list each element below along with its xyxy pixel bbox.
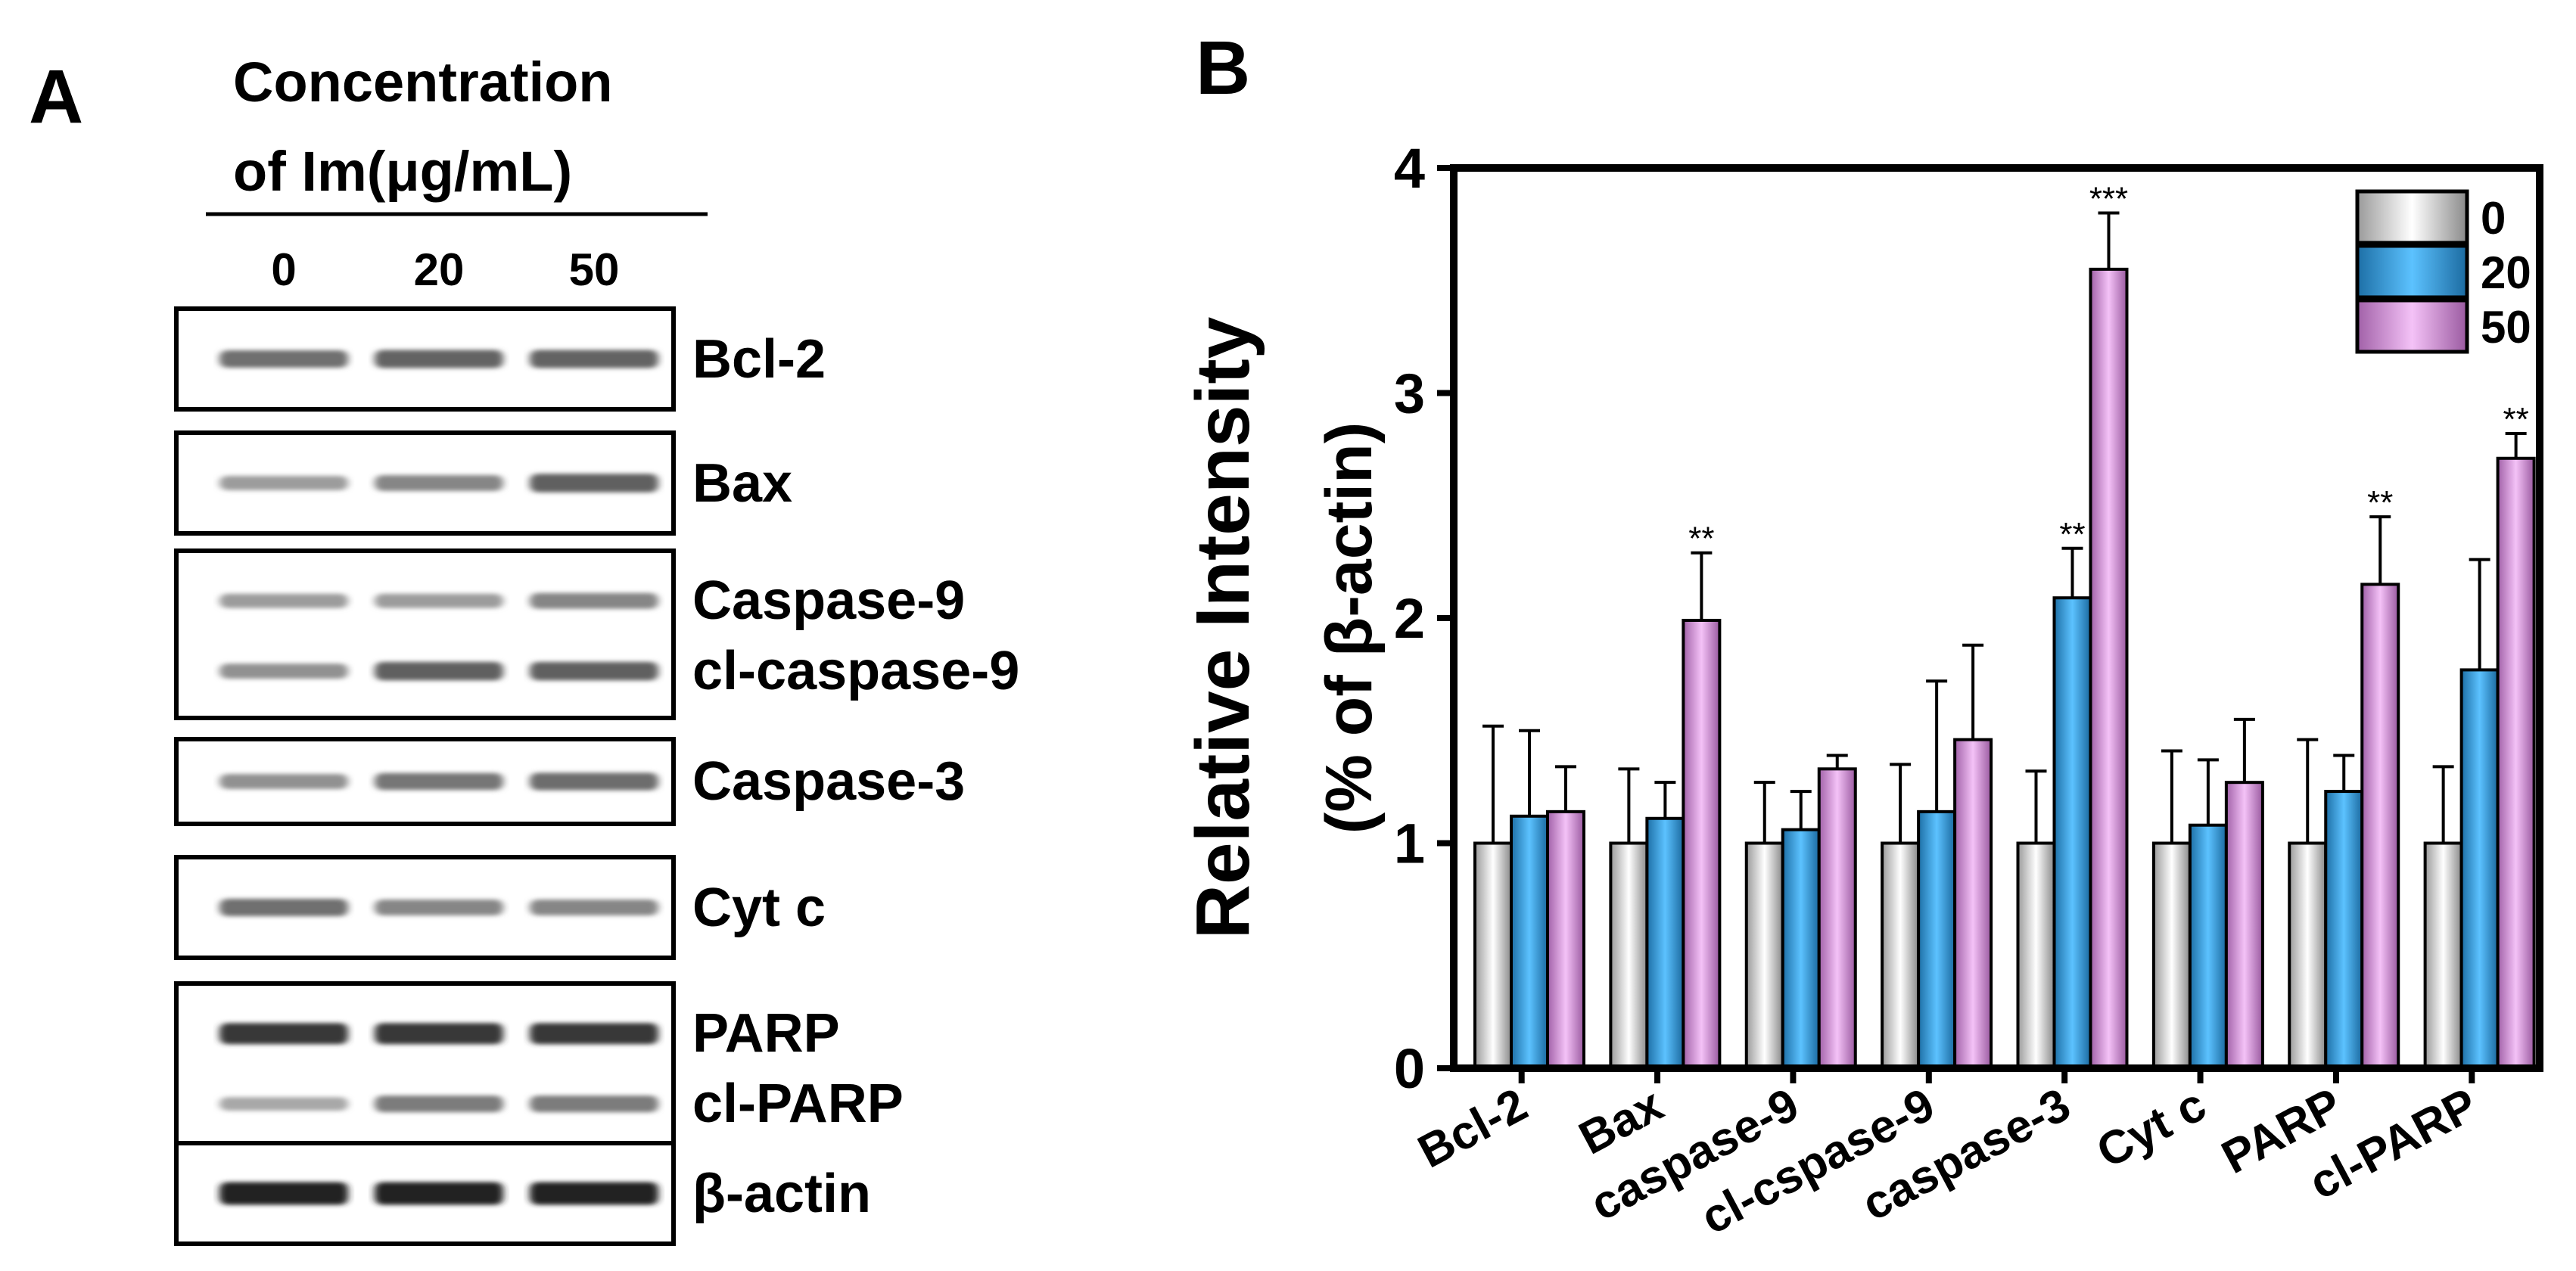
panel-b-letter: B: [1196, 26, 1251, 110]
band-actin-lane-50: [530, 1182, 658, 1205]
blot-label-cyt-c: Cyt c: [692, 877, 826, 938]
blot-cyt-c: [174, 855, 676, 960]
band-cl-parp-lane-20: [375, 1095, 503, 1113]
band-bax-lane-20: [375, 475, 503, 491]
x-tick-label-cyt-c: Cyt c: [2089, 1078, 2214, 1178]
blot-label-parp: PARP: [692, 1003, 840, 1064]
significance-mark-bax-50: **: [1688, 521, 1714, 558]
blot-label-bax: Bax: [692, 452, 793, 514]
significance-mark-caspase-3-50: ***: [2089, 181, 2128, 218]
blot-caspase-9: [174, 548, 676, 720]
legend-label-20: 20: [2481, 247, 2531, 298]
blot-label-cl-caspase-9: cl-caspase-9: [692, 641, 1020, 702]
y-tick-label-4: 4: [1394, 137, 1425, 200]
blot-frame: [174, 548, 676, 720]
band-caspase-9-lane-50: [530, 592, 658, 609]
band-caspase-9-lane-20: [375, 593, 503, 608]
bar-bax-0: [1609, 841, 1649, 1070]
band-bcl-2-lane-20: [375, 350, 503, 368]
band-cl-caspase-9-lane-0: [219, 663, 348, 679]
bar-caspase-3-50: [2089, 267, 2129, 1070]
bar-cyt-c-0: [2151, 841, 2192, 1070]
bar-bcl-2-20: [1510, 814, 1549, 1071]
band-cl-parp-lane-0: [219, 1097, 348, 1111]
legend-label-0: 0: [2481, 193, 2506, 244]
band-cyt-c-lane-0: [219, 899, 348, 916]
bar-caspase-9-50: [1817, 767, 1857, 1070]
blot-label-cl-parp: cl-PARP: [692, 1074, 904, 1135]
band-actin-lane-20: [375, 1182, 503, 1205]
band-bax-lane-50: [530, 474, 658, 493]
band-cyt-c-lane-50: [530, 900, 658, 915]
blot-bax: [174, 430, 676, 536]
concentration-header-line2: of Im(μg/mL): [233, 140, 573, 203]
blot-actin: [174, 1141, 676, 1246]
band-parp-lane-20: [375, 1023, 503, 1045]
band-bax-lane-0: [219, 476, 348, 490]
blot-label-caspase-3: Caspase-3: [692, 751, 966, 812]
x-tick-label-bcl-2: Bcl-2: [1410, 1078, 1535, 1178]
band-cl-caspase-9-lane-20: [375, 661, 503, 681]
bar-caspase-3-20: [2052, 596, 2092, 1070]
legend-swatch-0: [2355, 189, 2469, 245]
bar-cyt-c-50: [2224, 781, 2264, 1071]
band-caspase-3-lane-20: [375, 772, 503, 791]
blot-label-actin: β-actin: [692, 1163, 871, 1224]
lane-label-20: 20: [413, 244, 465, 295]
legend-swatch-50: [2355, 298, 2469, 354]
blot-caspase-3: [174, 737, 676, 826]
band-parp-lane-0: [219, 1023, 348, 1045]
blot-frame: [174, 981, 676, 1153]
bar-parp-20: [2324, 790, 2364, 1070]
significance-mark-caspase-3-20: **: [2059, 516, 2085, 553]
band-cl-parp-lane-50: [530, 1095, 658, 1113]
bar-cl-cspase-9-50: [1953, 738, 1993, 1071]
bar-parp-0: [2288, 841, 2328, 1070]
panel-a-letter: A: [29, 54, 84, 139]
band-caspase-9-lane-0: [219, 593, 348, 608]
bar-caspase-9-20: [1781, 828, 1821, 1071]
legend-label-50: 50: [2481, 302, 2531, 353]
significance-mark-parp-50: **: [2367, 484, 2393, 521]
bar-bax-50: [1682, 618, 1722, 1070]
blot-label-bcl-2: Bcl-2: [692, 328, 826, 390]
bar-parp-50: [2360, 583, 2400, 1070]
y-axis-subtitle: (% of β-actin): [1313, 422, 1386, 834]
bar-cl-parp-20: [2459, 668, 2500, 1070]
band-bcl-2-lane-0: [219, 350, 348, 368]
significance-mark-cl-parp-50: **: [2503, 401, 2529, 438]
bar-bcl-2-0: [1473, 841, 1513, 1070]
bar-cyt-c-20: [2188, 823, 2228, 1070]
western-blots: [174, 306, 676, 1246]
bar-bcl-2-50: [1546, 810, 1585, 1070]
lane-label-0: 0: [271, 244, 297, 295]
band-parp-lane-50: [530, 1023, 658, 1045]
lane-label-50: 50: [568, 244, 620, 295]
band-cl-caspase-9-lane-50: [530, 661, 658, 681]
blot-bcl-2: [174, 306, 676, 412]
y-tick-label-2: 2: [1394, 587, 1425, 650]
bar-caspase-9-0: [1744, 841, 1784, 1070]
y-tick-label-0: 0: [1394, 1037, 1425, 1100]
bar-cl-parp-50: [2496, 456, 2536, 1070]
band-caspase-3-lane-0: [219, 774, 348, 789]
band-caspase-3-lane-50: [530, 772, 658, 791]
y-tick-label-1: 1: [1394, 813, 1425, 875]
bar-caspase-3-0: [2016, 841, 2056, 1070]
bar-bax-20: [1645, 816, 1685, 1071]
bar-cl-cspase-9-20: [1917, 810, 1957, 1070]
band-bcl-2-lane-50: [530, 350, 658, 368]
band-actin-lane-0: [219, 1182, 348, 1205]
bar-cl-cspase-9-0: [1881, 841, 1921, 1070]
legend-swatch-20: [2355, 244, 2469, 300]
concentration-header-line1: Concentration: [233, 51, 613, 113]
blot-label-caspase-9: Caspase-9: [692, 570, 966, 632]
bar-cl-parp-0: [2423, 841, 2463, 1070]
y-axis-title: Relative Intensity: [1181, 316, 1265, 939]
y-tick-label-3: 3: [1394, 362, 1425, 425]
blot-parp: [174, 981, 676, 1153]
band-cyt-c-lane-20: [375, 900, 503, 915]
